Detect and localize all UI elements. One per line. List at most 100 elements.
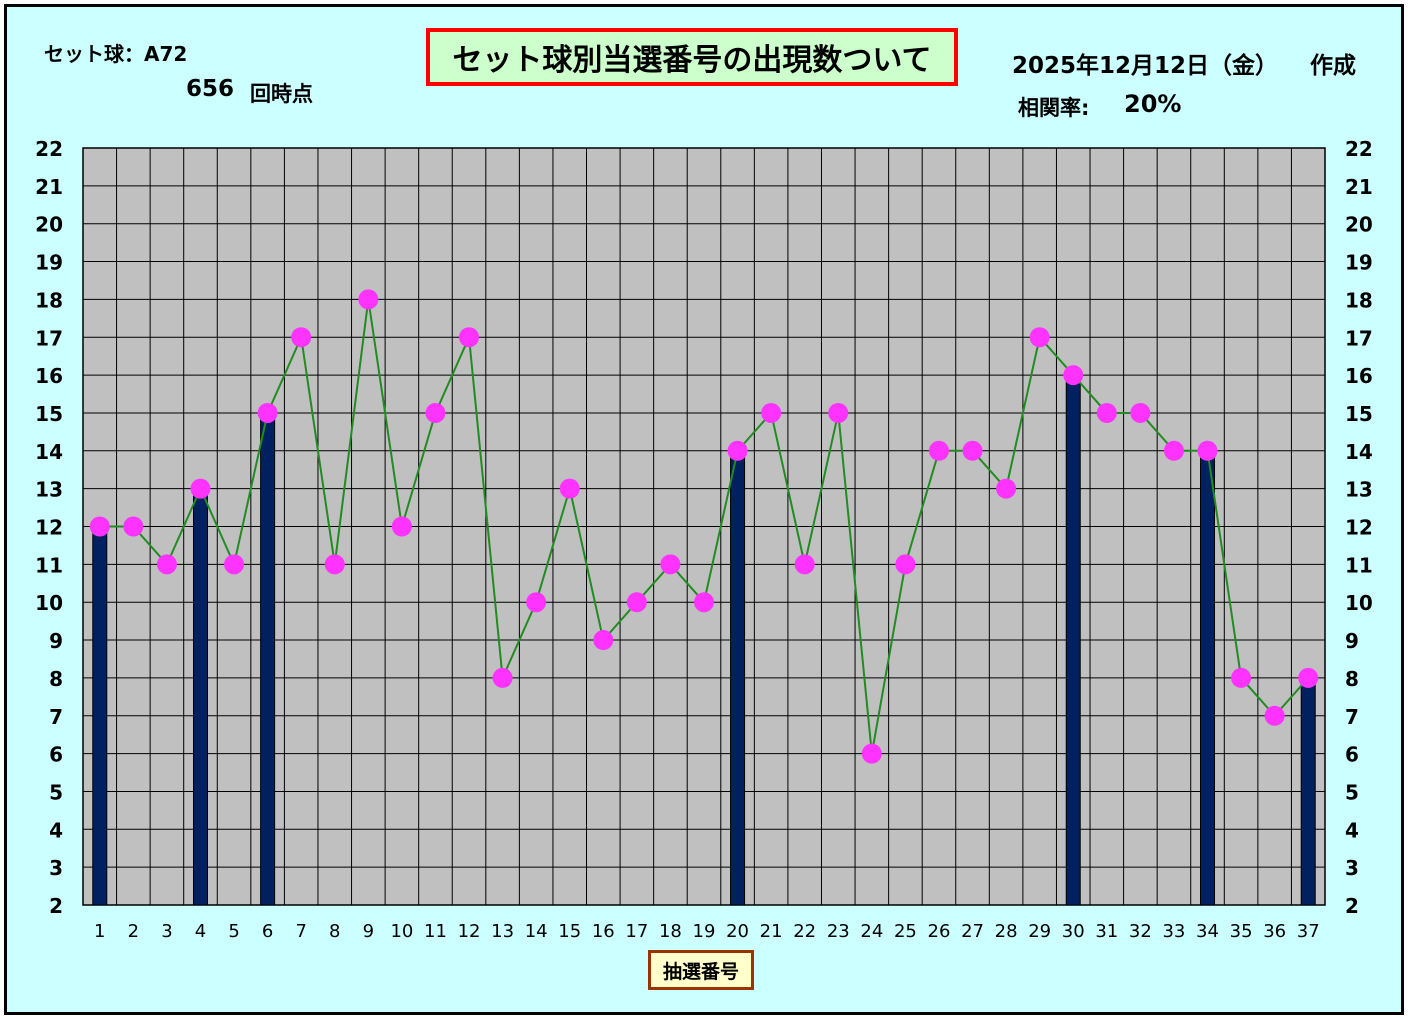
data-point <box>928 440 949 461</box>
y-tick-label-right: 8 <box>1345 667 1359 691</box>
y-tick-label-right: 16 <box>1345 364 1373 388</box>
y-tick-label-right: 13 <box>1345 478 1373 502</box>
data-point <box>459 327 480 348</box>
data-point <box>895 554 916 575</box>
y-tick-label-right: 3 <box>1345 856 1359 880</box>
x-tick-label: 32 <box>1129 921 1152 942</box>
data-point <box>1130 402 1151 423</box>
y-tick-label-left: 13 <box>35 478 63 502</box>
x-tick-label: 20 <box>726 921 749 942</box>
x-tick-label: 33 <box>1162 921 1185 942</box>
data-point <box>996 478 1017 499</box>
y-tick-label-left: 12 <box>35 516 63 540</box>
draw-count: 656 <box>186 76 235 102</box>
x-tick-label: 10 <box>390 921 413 942</box>
bar <box>192 488 208 906</box>
data-point <box>1197 440 1218 461</box>
x-tick-label: 15 <box>558 921 581 942</box>
x-tick-label: 31 <box>1095 921 1118 942</box>
x-tick-label: 9 <box>363 921 374 942</box>
x-tick-label: 29 <box>1028 921 1051 942</box>
y-tick-label-left: 18 <box>35 288 63 312</box>
data-point <box>492 667 513 688</box>
x-tick-label: 14 <box>525 921 548 942</box>
y-tick-label-right: 12 <box>1345 516 1373 540</box>
y-tick-label-left: 17 <box>35 326 63 350</box>
data-point <box>660 554 681 575</box>
x-tick-label: 7 <box>295 921 306 942</box>
y-tick-label-right: 10 <box>1345 591 1373 615</box>
y-tick-label-right: 18 <box>1345 288 1373 312</box>
data-point <box>1264 705 1285 726</box>
x-tick-label: 30 <box>1062 921 1085 942</box>
draw-count-suffix: 回時点 <box>250 82 313 106</box>
data-point <box>156 554 177 575</box>
x-tick-label: 3 <box>161 921 172 942</box>
x-tick-label: 35 <box>1230 921 1253 942</box>
set-ball-label: セット球：A72 <box>44 42 188 66</box>
x-tick-label: 22 <box>793 921 816 942</box>
y-tick-label-right: 21 <box>1345 175 1373 199</box>
x-tick-label: 6 <box>262 921 273 942</box>
y-tick-label-right: 17 <box>1345 326 1373 350</box>
data-point <box>391 516 412 537</box>
x-tick-label: 16 <box>592 921 615 942</box>
chart-title: セット球別当選番号の出現数ついて <box>426 28 958 86</box>
y-tick-label-left: 7 <box>49 705 63 729</box>
y-tick-label-left: 14 <box>35 440 63 464</box>
y-tick-label-right: 7 <box>1345 705 1359 729</box>
x-tick-label: 25 <box>894 921 917 942</box>
y-tick-label-right: 6 <box>1345 743 1359 767</box>
data-point <box>123 516 144 537</box>
x-tick-label: 34 <box>1196 921 1219 942</box>
y-tick-label-right: 20 <box>1345 213 1373 237</box>
data-point <box>593 630 614 651</box>
x-tick-label: 26 <box>928 921 951 942</box>
created-date: 2025年12月12日（金） <box>1012 53 1279 79</box>
data-point <box>761 402 782 423</box>
bar <box>1300 677 1316 906</box>
y-tick-label-right: 5 <box>1345 780 1359 804</box>
data-point <box>962 440 983 461</box>
x-tick-label: 28 <box>995 921 1018 942</box>
y-tick-label-left: 8 <box>49 667 63 691</box>
x-tick-label: 12 <box>458 921 481 942</box>
y-tick-label-left: 16 <box>35 364 63 388</box>
data-point <box>425 402 446 423</box>
y-tick-label-left: 19 <box>35 251 63 275</box>
y-tick-label-left: 5 <box>49 780 63 804</box>
y-tick-label-right: 22 <box>1345 137 1373 161</box>
y-tick-label-right: 15 <box>1345 402 1373 426</box>
x-tick-label: 36 <box>1263 921 1286 942</box>
y-tick-label-left: 22 <box>35 137 63 161</box>
y-tick-label-right: 9 <box>1345 629 1359 653</box>
x-tick-label: 27 <box>961 921 984 942</box>
x-tick-label: 2 <box>128 921 139 942</box>
y-tick-label-right: 2 <box>1345 894 1359 918</box>
x-tick-label: 21 <box>760 921 783 942</box>
bar <box>260 412 276 906</box>
data-point <box>828 402 849 423</box>
x-tick-label: 8 <box>329 921 340 942</box>
bar <box>1065 374 1081 906</box>
correlation-label: 相関率: <box>1018 96 1090 120</box>
y-tick-label-left: 3 <box>49 856 63 880</box>
y-tick-label-left: 2 <box>49 894 63 918</box>
bar <box>1200 450 1216 906</box>
data-point <box>324 554 345 575</box>
bar <box>730 450 746 906</box>
x-tick-label: 37 <box>1297 921 1320 942</box>
y-tick-label-left: 6 <box>49 743 63 767</box>
data-point <box>727 440 748 461</box>
data-point <box>1096 402 1117 423</box>
y-tick-label-right: 4 <box>1345 818 1359 842</box>
data-point <box>1029 327 1050 348</box>
data-point <box>291 327 312 348</box>
x-tick-label: 11 <box>424 921 447 942</box>
y-tick-label-left: 11 <box>35 553 63 577</box>
data-point <box>224 554 245 575</box>
correlation-value: 20% <box>1124 90 1182 118</box>
data-point <box>626 592 647 613</box>
data-point <box>1063 365 1084 386</box>
